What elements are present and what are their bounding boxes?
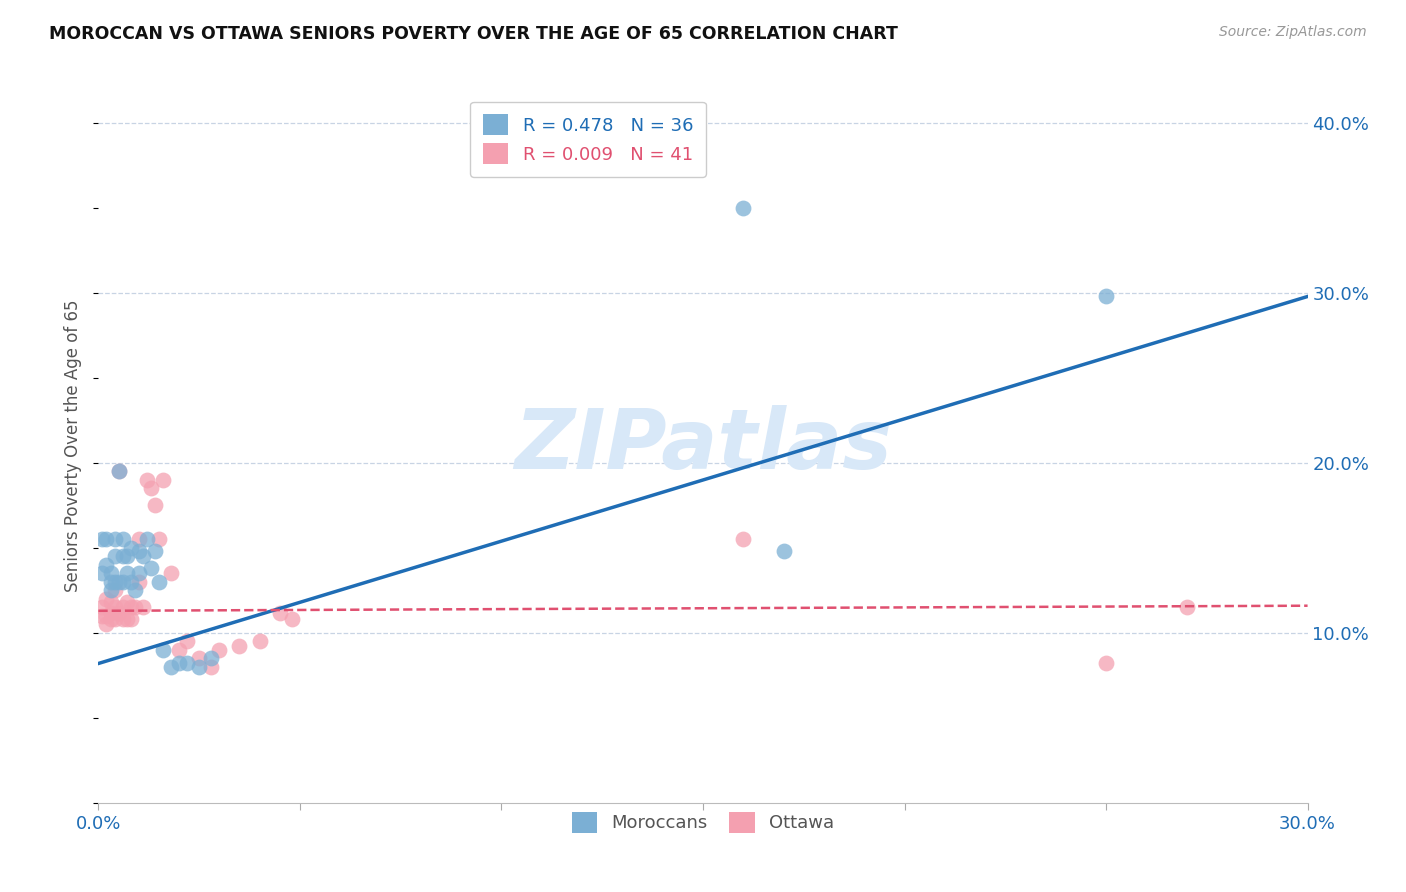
Point xyxy=(160,660,183,674)
Point xyxy=(1095,289,1118,303)
Point xyxy=(103,549,125,564)
Point xyxy=(124,583,146,598)
Point xyxy=(188,660,211,674)
Point xyxy=(103,574,125,589)
Point xyxy=(103,533,125,547)
Point xyxy=(143,499,166,513)
Point xyxy=(103,600,125,615)
Point xyxy=(115,612,138,626)
Point xyxy=(128,566,150,581)
Point xyxy=(96,591,118,606)
Point xyxy=(160,566,183,581)
Point xyxy=(200,660,222,674)
Point xyxy=(120,574,142,589)
Point xyxy=(139,561,162,575)
Point xyxy=(135,473,157,487)
Point xyxy=(176,657,198,671)
Point xyxy=(111,549,134,564)
Text: ZIPatlas: ZIPatlas xyxy=(515,406,891,486)
Point xyxy=(167,643,190,657)
Point xyxy=(281,612,304,626)
Point xyxy=(115,566,138,581)
Point xyxy=(188,651,211,665)
Point xyxy=(208,643,231,657)
Point xyxy=(96,608,118,623)
Point xyxy=(100,566,122,581)
Y-axis label: Seniors Poverty Over the Age of 65: Seniors Poverty Over the Age of 65 xyxy=(65,300,83,592)
Point xyxy=(772,544,794,558)
Point xyxy=(91,600,114,615)
Point xyxy=(152,643,174,657)
Point xyxy=(120,612,142,626)
Point xyxy=(200,651,222,665)
Text: Source: ZipAtlas.com: Source: ZipAtlas.com xyxy=(1219,25,1367,39)
Point xyxy=(139,482,162,496)
Point xyxy=(115,595,138,609)
Point xyxy=(111,533,134,547)
Point xyxy=(96,617,118,632)
Point xyxy=(1095,657,1118,671)
Point xyxy=(124,600,146,615)
Point xyxy=(148,533,170,547)
Point xyxy=(100,612,122,626)
Legend: Moroccans, Ottawa: Moroccans, Ottawa xyxy=(561,801,845,844)
Point xyxy=(100,583,122,598)
Point xyxy=(176,634,198,648)
Point xyxy=(103,583,125,598)
Point xyxy=(132,600,155,615)
Point xyxy=(132,549,155,564)
Point xyxy=(107,606,129,620)
Point xyxy=(100,606,122,620)
Point xyxy=(128,574,150,589)
Point xyxy=(111,600,134,615)
Point xyxy=(111,574,134,589)
Point xyxy=(269,606,291,620)
Point xyxy=(103,612,125,626)
Point xyxy=(107,465,129,479)
Point xyxy=(1175,600,1198,615)
Point xyxy=(249,634,271,648)
Point xyxy=(100,595,122,609)
Point xyxy=(91,566,114,581)
Point xyxy=(228,640,250,654)
Point xyxy=(91,533,114,547)
Point xyxy=(96,533,118,547)
Point xyxy=(111,612,134,626)
Point xyxy=(120,541,142,555)
Point xyxy=(148,574,170,589)
Text: MOROCCAN VS OTTAWA SENIORS POVERTY OVER THE AGE OF 65 CORRELATION CHART: MOROCCAN VS OTTAWA SENIORS POVERTY OVER … xyxy=(49,25,898,43)
Point xyxy=(120,600,142,615)
Point xyxy=(100,574,122,589)
Point xyxy=(91,608,114,623)
Point xyxy=(115,549,138,564)
Point xyxy=(733,201,755,215)
Point xyxy=(107,574,129,589)
Point xyxy=(128,544,150,558)
Point xyxy=(167,657,190,671)
Point xyxy=(96,558,118,572)
Point xyxy=(733,533,755,547)
Point xyxy=(143,544,166,558)
Point xyxy=(128,533,150,547)
Point xyxy=(135,533,157,547)
Point xyxy=(107,465,129,479)
Point xyxy=(152,473,174,487)
